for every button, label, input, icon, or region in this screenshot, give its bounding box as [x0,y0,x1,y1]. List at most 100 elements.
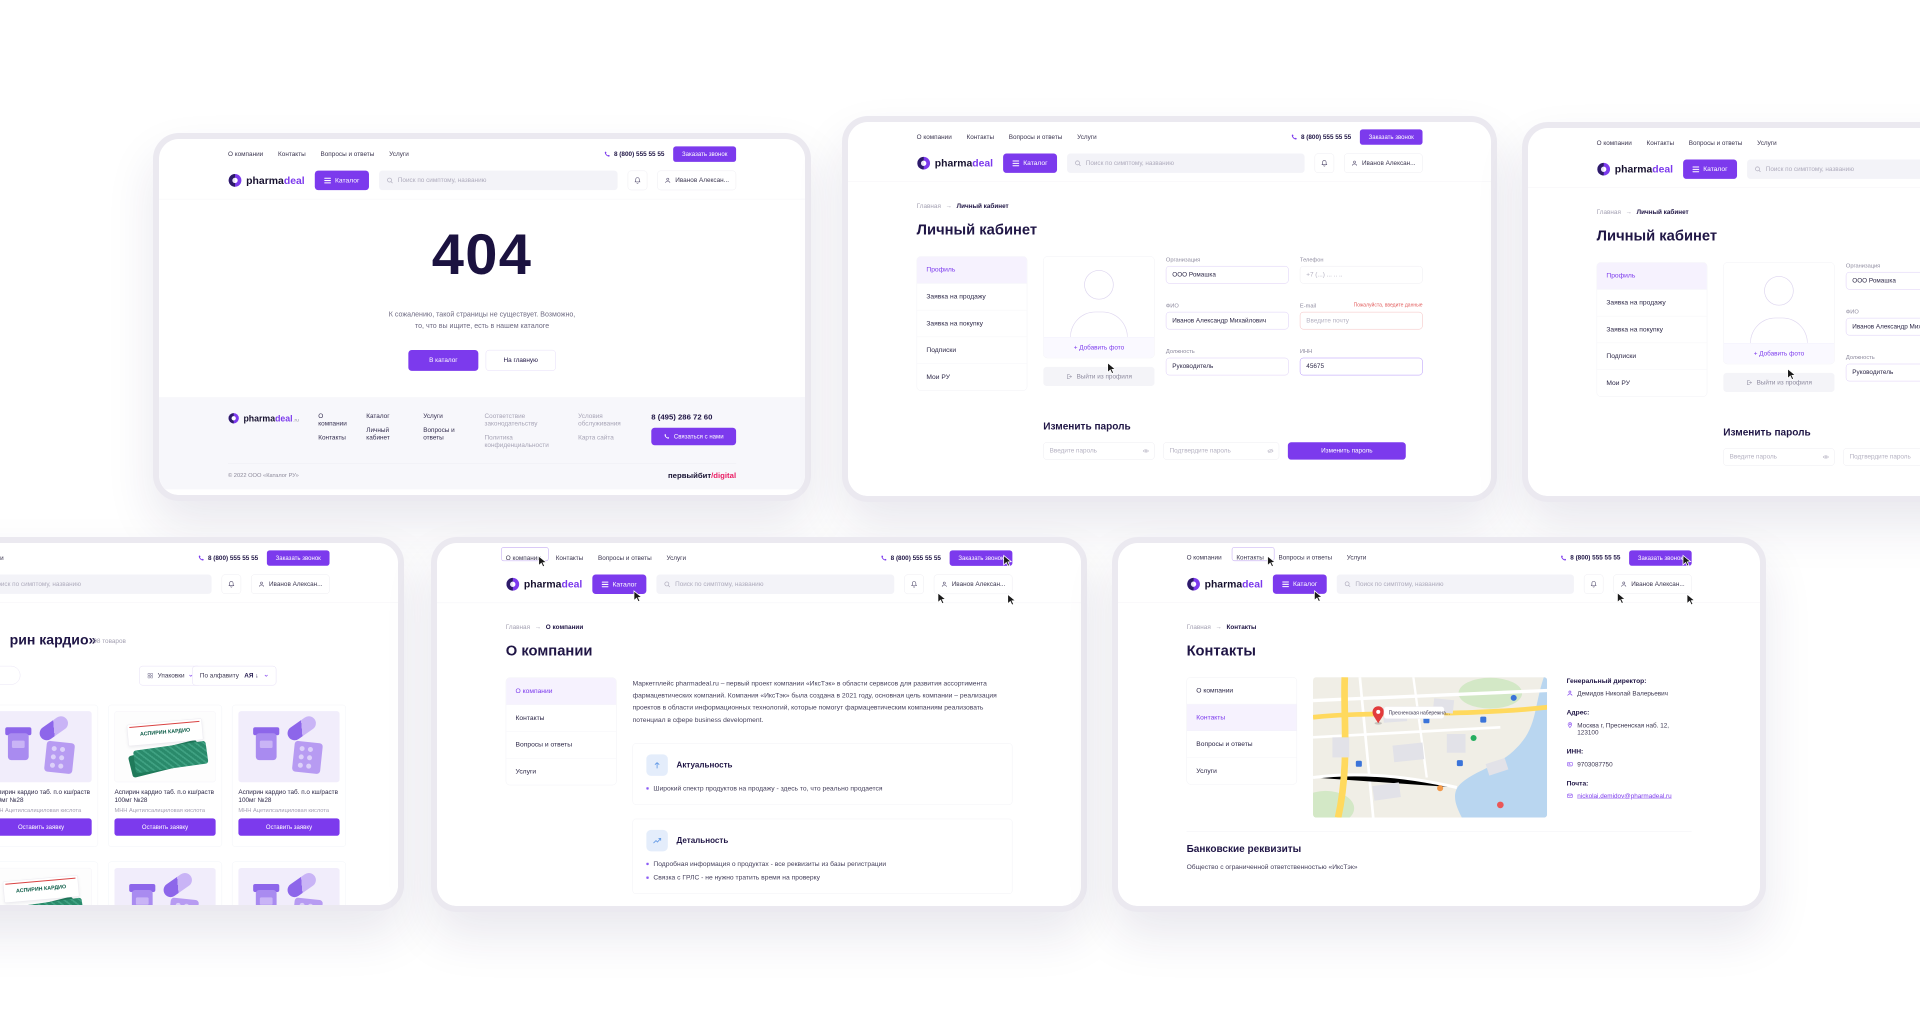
sidebar-item-profile[interactable]: Профиль [1597,262,1707,290]
breadcrumb-home[interactable]: Главная [1596,208,1621,216]
leave-request-button[interactable]: Оставить заявку [238,818,340,836]
catalog-button[interactable]: Каталог [1683,159,1737,179]
footer-link-privacy[interactable]: Политика конфиденциальности [484,434,549,449]
nav-faq[interactable]: Вопросы и ответы [1278,554,1333,562]
search-bar[interactable] [1747,159,1920,179]
catalog-button[interactable]: Каталог [1272,574,1327,594]
footer-logo[interactable]: pharmadeal.ru [228,413,299,424]
new-password-input[interactable] [1723,448,1835,466]
nav-faq[interactable]: Вопросы и ответы [1008,133,1063,141]
order-call-button[interactable]: Заказать звонок [1629,550,1692,566]
email-link[interactable]: nickolai.demidov@pharmadeal.ru [1567,793,1687,800]
breadcrumb-home[interactable]: Главная [1186,623,1211,631]
agency-logo[interactable]: первыйбит/digital [667,470,737,480]
leave-request-button[interactable]: Оставить заявку [0,818,92,836]
nav-contacts[interactable]: Контакты [555,554,584,562]
notifications-button[interactable] [904,574,924,594]
sidebar-item-contacts[interactable]: Контакты [506,705,617,732]
catalog-button[interactable]: Каталог [1003,153,1057,173]
leave-request-button[interactable]: Оставить заявку [114,818,216,836]
nav-contacts[interactable]: Контакты [1236,554,1264,562]
nav-services[interactable]: Услуги [0,554,4,562]
nav-faq[interactable]: Вопросы и ответы [320,150,375,158]
logout-button[interactable]: Выйти из профиля [1043,366,1155,386]
header-phone[interactable]: 8 (800) 555 55 55 [1291,133,1351,140]
confirm-password-input[interactable] [1163,442,1280,460]
header-phone[interactable]: 8 (800) 555 55 55 [604,150,664,158]
nav-about[interactable]: О компании [505,554,541,562]
product-card[interactable]: Аспирин кардио таб. п.о кш/раств 100мг №… [232,704,346,847]
footer-link-services[interactable]: Услуги [423,412,443,420]
sidebar-item-buy-request[interactable]: Заявка на покупку [1597,316,1707,344]
sidebar-item-about[interactable]: О компании [1186,677,1297,705]
change-password-button[interactable]: Изменить пароль [1287,442,1406,460]
order-call-button[interactable]: Заказать звонок [673,146,737,162]
sort-button[interactable]: По алфавиту АЯ ↓ [192,665,277,686]
notifications-button[interactable] [1584,574,1604,594]
add-photo-button[interactable]: + Добавить фото [1723,343,1835,364]
notifications-button[interactable] [627,170,648,191]
footer-link-law[interactable]: Соответствие законодательству [484,412,538,428]
sidebar-item-contacts[interactable]: Контакты [1186,704,1297,731]
position-input[interactable] [1165,357,1289,376]
catalog-button[interactable]: Каталог [592,574,647,594]
contact-us-button[interactable]: Связаться с нами [651,427,737,446]
filter-chip[interactable] [0,665,21,685]
footer-link-catalog[interactable]: Каталог [366,412,390,420]
search-input[interactable] [1355,580,1567,588]
sidebar-item-about[interactable]: О компании [506,677,617,705]
nav-about[interactable]: О компании [1186,554,1222,562]
pharmadeal-logo[interactable]: pharmadeal [506,577,582,591]
nav-services[interactable]: Услуги [1077,133,1097,141]
organization-input[interactable] [1845,272,1920,290]
product-card[interactable]: АСПИРИН КАРДИО Аспирин кардио таб. п.о к… [108,704,222,847]
search-input[interactable] [1085,159,1298,167]
sidebar-item-sell-request[interactable]: Заявка на продажу [917,283,1027,311]
packs-filter-button[interactable]: Упаковки [139,665,201,686]
add-photo-button[interactable]: + Добавить фото [1043,337,1155,358]
breadcrumb-home[interactable]: Главная [916,202,941,210]
to-catalog-button[interactable]: В каталог [408,349,479,371]
confirm-password-field[interactable] [1163,442,1280,460]
nav-contacts[interactable]: Контакты [966,133,995,141]
search-bar[interactable] [0,574,212,594]
new-password-field[interactable] [1043,442,1155,460]
nav-about[interactable]: О компании [916,133,952,141]
footer-phone[interactable]: 8 (495) 286 72 60 [651,412,713,422]
header-phone[interactable]: 8 (800) 555 55 55 [1560,554,1620,561]
new-password-field[interactable] [1723,448,1835,466]
order-call-button[interactable]: Заказать звонок [1359,129,1423,145]
product-card[interactable]: Аспирин кардио таб. п.о кш/раств 100мг №… [0,704,99,847]
pharmadeal-logo[interactable]: pharmadeal [917,156,993,170]
product-card[interactable]: Аспирин кардио таб. п.о кш/раств 100мг №… [232,861,346,905]
sidebar-item-services[interactable]: Услуги [1196,767,1217,775]
sidebar-item-faq[interactable]: Вопросы и ответы [1186,731,1297,758]
search-input[interactable] [397,176,611,185]
nav-about[interactable]: О компании [1596,139,1632,147]
sidebar-item-faq[interactable]: Вопросы и ответы [506,732,617,759]
order-call-button[interactable]: Заказать звонок [949,550,1013,566]
footer-link-about[interactable]: О компании [318,412,347,428]
logout-button[interactable]: Выйти из профиля [1723,372,1835,392]
sidebar-item-buy-request[interactable]: Заявка на покупку [917,310,1027,338]
confirm-password-field[interactable] [1843,448,1920,466]
new-password-input[interactable] [1043,442,1155,460]
sidebar-item-my-ru[interactable]: Мои РУ [926,373,950,381]
nav-contacts[interactable]: Контакты [1646,139,1675,147]
footer-link-account[interactable]: Личный кабинет [366,426,390,442]
user-menu-button[interactable]: Иванов Алексан... [251,574,330,594]
footer-link-contacts[interactable]: Контакты [318,434,346,442]
user-menu-button[interactable]: Иванов Алексан... [1344,153,1423,173]
product-card[interactable]: АСПИРИН КАРДИО Аспирин кардио таб. п.о к… [0,861,99,905]
eye-icon[interactable] [1142,448,1149,455]
user-menu-button[interactable]: Иванов Алексан... [657,170,737,191]
pharmadeal-logo[interactable]: pharmadeal [228,173,305,187]
nav-contacts[interactable]: Контакты [278,150,306,158]
notifications-button[interactable] [1314,153,1335,173]
header-phone[interactable]: 8 (800) 555 55 55 [881,554,941,561]
footer-link-sitemap[interactable]: Карта сайта [578,434,614,442]
search-input[interactable] [0,580,205,588]
user-menu-button[interactable]: Иванов Алексан... [933,574,1013,594]
breadcrumb-home[interactable]: Главная [505,623,531,631]
sidebar-item-services[interactable]: Услуги [515,767,537,776]
